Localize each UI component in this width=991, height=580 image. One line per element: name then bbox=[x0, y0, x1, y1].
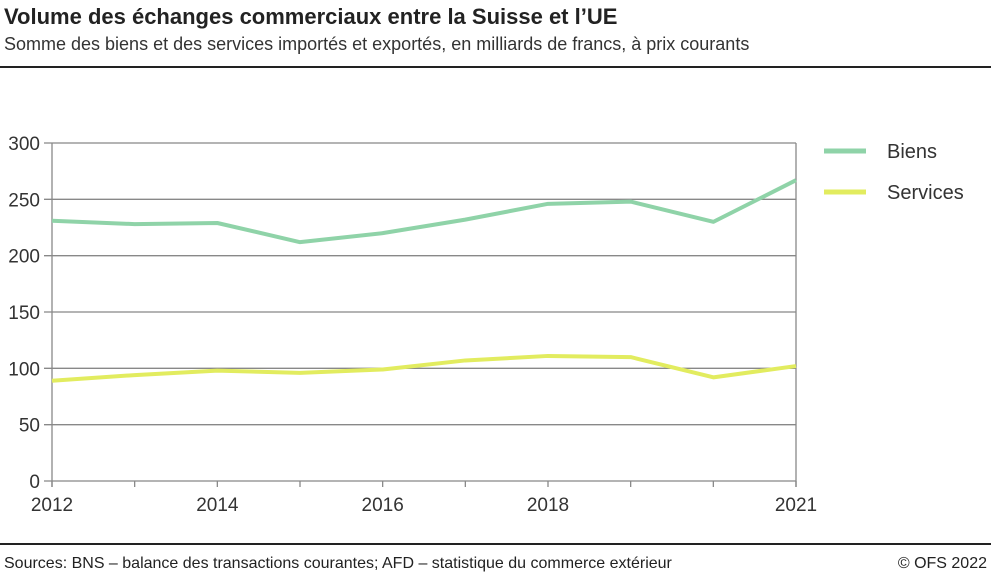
series-line-biens bbox=[51, 178, 797, 245]
x-tick-label: 2016 bbox=[362, 495, 404, 516]
source-note: Sources: BNS – balance des transactions … bbox=[4, 555, 672, 572]
chart-title: Volume des échanges commerciaux entre la… bbox=[4, 4, 618, 29]
y-tick-label: 0 bbox=[29, 472, 40, 493]
x-tick-label: 2021 bbox=[775, 495, 817, 516]
series-line-services bbox=[51, 353, 797, 383]
y-tick-label: 50 bbox=[19, 416, 40, 437]
y-tick-label: 100 bbox=[8, 359, 40, 380]
legend-label: Services bbox=[887, 182, 964, 204]
chart-subtitle: Somme des biens et des services importés… bbox=[4, 34, 750, 54]
y-tick-label: 250 bbox=[8, 190, 40, 211]
bottom-rule bbox=[0, 543, 991, 545]
x-tick-label: 2018 bbox=[527, 495, 569, 516]
copyright: © OFS 2022 bbox=[897, 555, 987, 572]
y-tick-label: 300 bbox=[8, 134, 40, 155]
x-tick-label: 2012 bbox=[31, 495, 73, 516]
top-rule bbox=[0, 66, 991, 68]
legend-label: Biens bbox=[887, 141, 937, 163]
x-tick-label: 2014 bbox=[196, 495, 239, 516]
y-tick-label: 150 bbox=[8, 303, 40, 324]
y-tick-label: 200 bbox=[8, 247, 40, 268]
